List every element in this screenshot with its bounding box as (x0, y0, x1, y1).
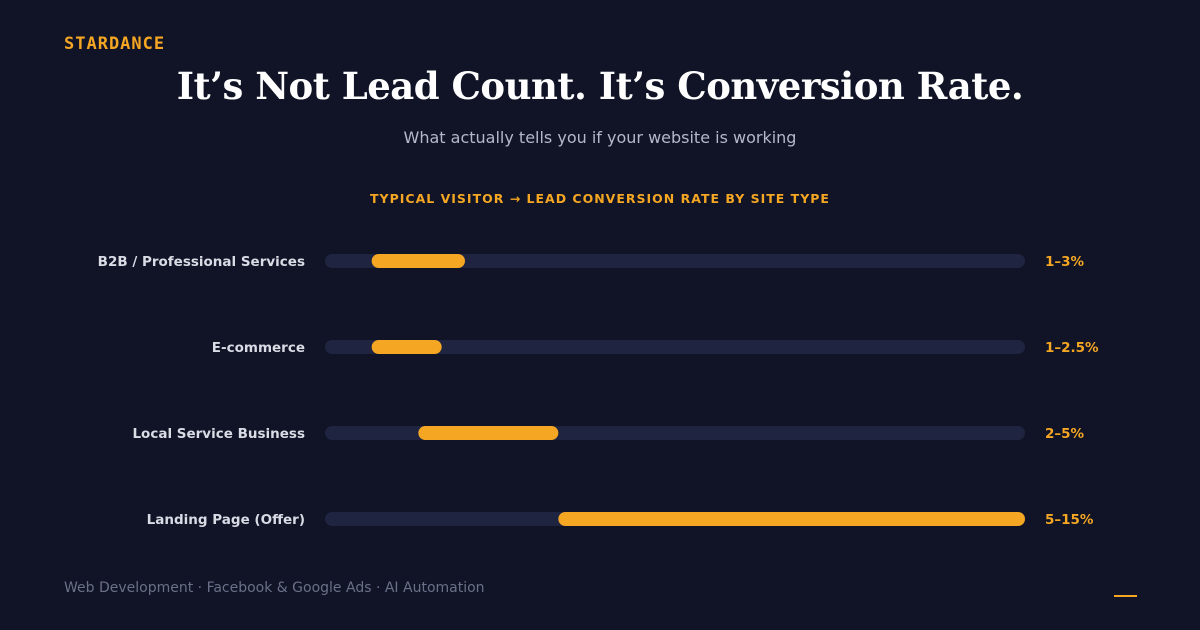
brand-logo: STARDANCE (64, 34, 166, 54)
page-subtitle: What actually tells you if your website … (403, 128, 797, 147)
bar-range (371, 254, 465, 268)
value-label: 1–2.5% (1045, 340, 1099, 356)
footer-services: Web Development · Facebook & Google Ads … (64, 580, 485, 596)
bar-track (325, 340, 1025, 354)
value-label: 1–3% (1045, 254, 1085, 270)
bar-track (325, 254, 1025, 268)
chart-title: TYPICAL VISITOR → LEAD CONVERSION RATE B… (370, 191, 830, 206)
category-label: Landing Page (Offer) (147, 512, 305, 528)
bar-range (558, 512, 1025, 526)
bar-range (371, 340, 442, 354)
category-label: B2B / Professional Services (98, 254, 305, 270)
category-label: Local Service Business (132, 426, 305, 442)
accent-line (1114, 595, 1137, 597)
value-label: 5–15% (1045, 512, 1094, 528)
page-title: It’s Not Lead Count. It’s Conversion Rat… (176, 64, 1024, 108)
bar-range (418, 426, 559, 440)
value-label: 2–5% (1045, 426, 1085, 442)
category-label: E-commerce (212, 340, 305, 356)
